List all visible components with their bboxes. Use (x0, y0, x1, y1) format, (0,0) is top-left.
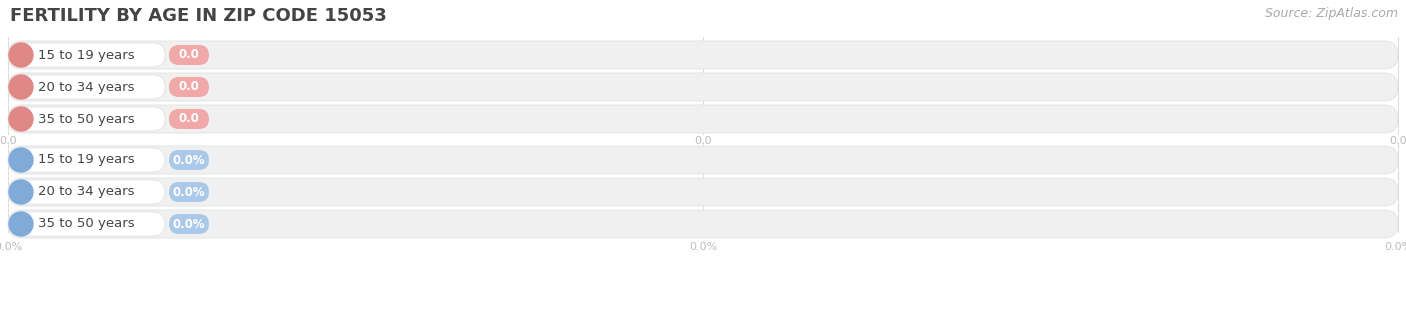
Text: 0.0: 0.0 (179, 81, 200, 93)
Circle shape (8, 180, 32, 204)
FancyBboxPatch shape (10, 148, 165, 172)
FancyBboxPatch shape (8, 210, 1398, 238)
FancyBboxPatch shape (169, 150, 209, 170)
Text: 20 to 34 years: 20 to 34 years (38, 185, 135, 199)
Text: 0.0%: 0.0% (0, 242, 22, 252)
FancyBboxPatch shape (10, 212, 165, 236)
FancyBboxPatch shape (8, 146, 1398, 174)
FancyBboxPatch shape (10, 43, 165, 67)
Text: 15 to 19 years: 15 to 19 years (38, 49, 135, 61)
Circle shape (8, 212, 32, 236)
FancyBboxPatch shape (169, 214, 209, 234)
Text: 0.0%: 0.0% (689, 242, 717, 252)
Circle shape (8, 75, 32, 99)
FancyBboxPatch shape (10, 107, 165, 131)
Text: FERTILITY BY AGE IN ZIP CODE 15053: FERTILITY BY AGE IN ZIP CODE 15053 (10, 7, 387, 25)
FancyBboxPatch shape (169, 109, 209, 129)
Text: 20 to 34 years: 20 to 34 years (38, 81, 135, 93)
Text: 0.0: 0.0 (0, 136, 17, 146)
Text: 0.0: 0.0 (179, 49, 200, 61)
FancyBboxPatch shape (169, 77, 209, 97)
Text: 0.0%: 0.0% (173, 153, 205, 167)
Text: 0.0: 0.0 (695, 136, 711, 146)
FancyBboxPatch shape (8, 178, 1398, 206)
Text: 35 to 50 years: 35 to 50 years (38, 217, 135, 230)
FancyBboxPatch shape (8, 41, 1398, 69)
Text: 0.0%: 0.0% (173, 185, 205, 199)
Text: 0.0: 0.0 (179, 113, 200, 125)
Circle shape (8, 148, 32, 172)
FancyBboxPatch shape (10, 180, 165, 204)
Text: 35 to 50 years: 35 to 50 years (38, 113, 135, 125)
Text: 15 to 19 years: 15 to 19 years (38, 153, 135, 167)
FancyBboxPatch shape (8, 105, 1398, 133)
Circle shape (8, 107, 32, 131)
FancyBboxPatch shape (169, 182, 209, 202)
FancyBboxPatch shape (169, 45, 209, 65)
Circle shape (8, 43, 32, 67)
Text: 0.0: 0.0 (1389, 136, 1406, 146)
Text: Source: ZipAtlas.com: Source: ZipAtlas.com (1265, 7, 1398, 20)
Text: 0.0%: 0.0% (173, 217, 205, 230)
Text: 0.0%: 0.0% (1384, 242, 1406, 252)
FancyBboxPatch shape (10, 75, 165, 99)
FancyBboxPatch shape (8, 73, 1398, 101)
